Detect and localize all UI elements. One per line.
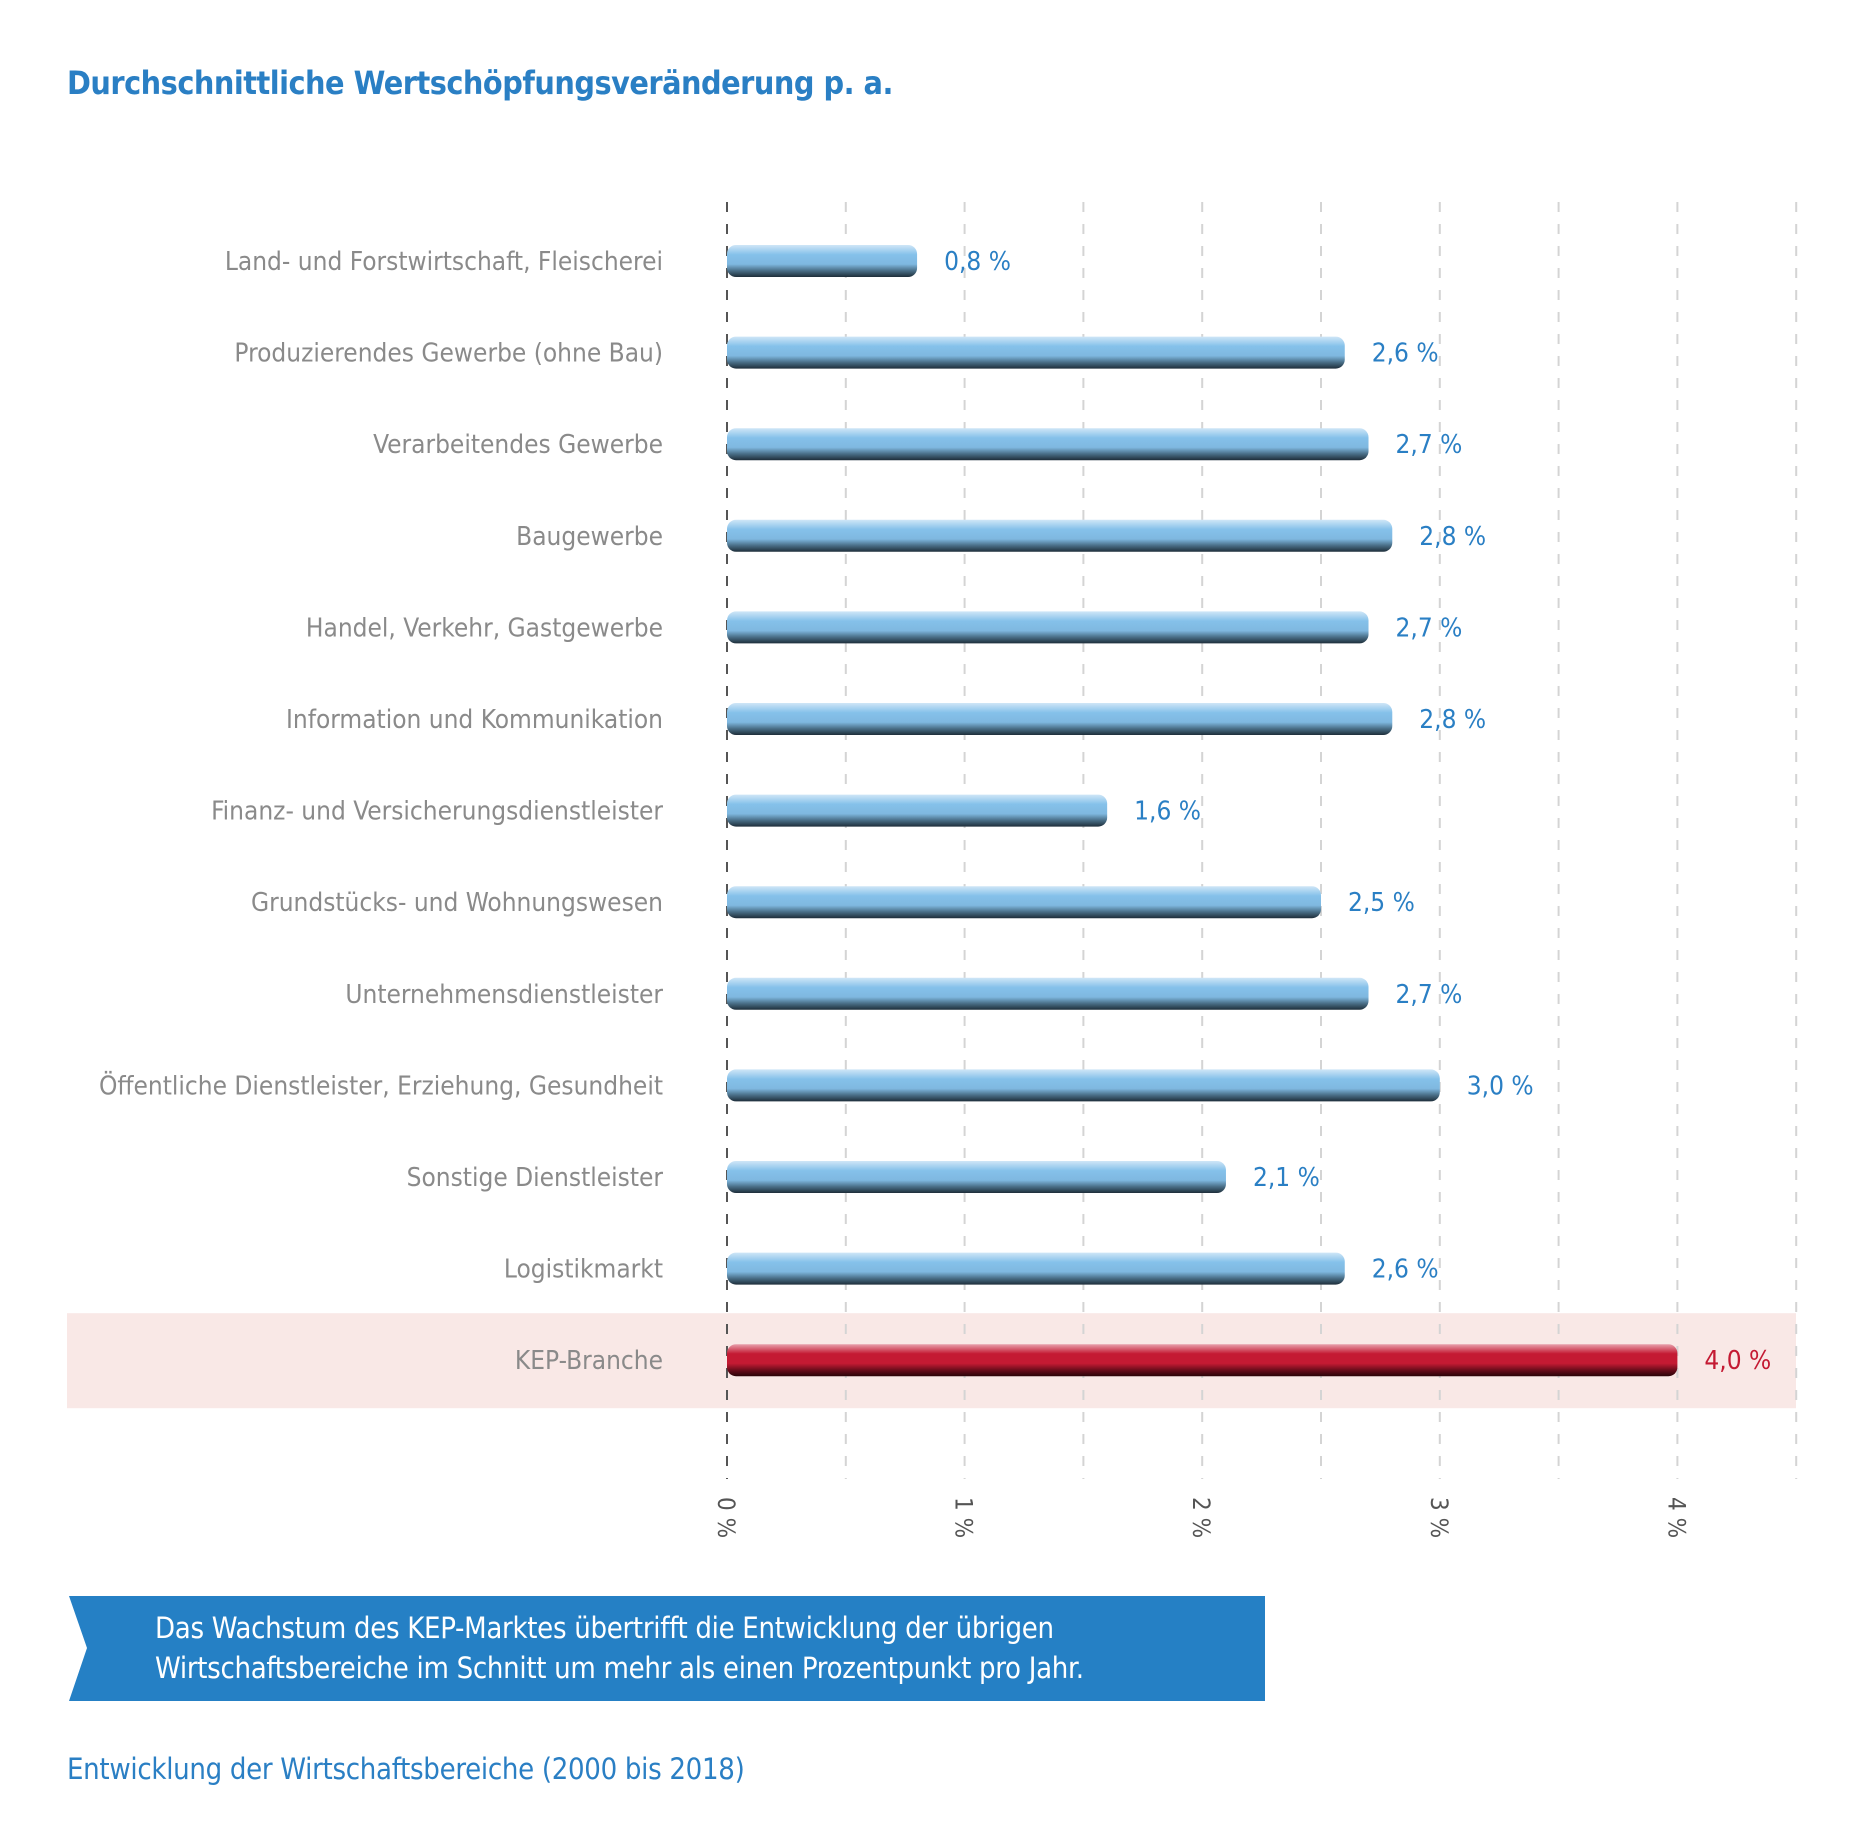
data-label: 2,7 % bbox=[1396, 613, 1463, 643]
data-label: 2,1 % bbox=[1253, 1163, 1320, 1193]
category-label: Handel, Verkehr, Gastgewerbe bbox=[306, 613, 663, 643]
category-label: Unternehmensdienstleister bbox=[345, 980, 663, 1010]
bar bbox=[727, 977, 1369, 1010]
category-label: Sonstige Dienstleister bbox=[407, 1163, 664, 1193]
bar bbox=[727, 519, 1393, 552]
x-tick-label: 1 % bbox=[950, 1497, 978, 1538]
data-label: 2,8 % bbox=[1419, 522, 1486, 552]
bar bbox=[727, 336, 1345, 369]
bar bbox=[727, 611, 1369, 644]
data-label: 2,7 % bbox=[1396, 430, 1463, 460]
category-label: Logistikmarkt bbox=[504, 1255, 663, 1285]
data-label: 2,5 % bbox=[1348, 888, 1415, 918]
banner-line-1: Das Wachstum des KEP-Marktes übertrifft … bbox=[155, 1611, 1054, 1645]
category-label: Land- und Forstwirtschaft, Fleischerei bbox=[225, 247, 663, 277]
bar bbox=[727, 245, 918, 277]
bar bbox=[727, 1252, 1345, 1285]
bar bbox=[727, 428, 1369, 461]
category-label: Information und Kommunikation bbox=[286, 705, 663, 735]
x-tick-label: 3 % bbox=[1425, 1497, 1453, 1538]
banner-text: Das Wachstum des KEP-Marktes übertrifft … bbox=[155, 1608, 1084, 1688]
category-label: Baugewerbe bbox=[516, 522, 663, 552]
data-label: 2,7 % bbox=[1396, 980, 1463, 1010]
chart-caption: Entwicklung der Wirtschaftsbereiche (200… bbox=[67, 1752, 745, 1786]
bar bbox=[727, 794, 1108, 827]
bar bbox=[727, 1161, 1226, 1193]
callout-banner: Das Wachstum des KEP-Marktes übertrifft … bbox=[69, 1596, 1265, 1701]
x-tick-label: 2 % bbox=[1187, 1497, 1215, 1538]
data-label: 4,0 % bbox=[1704, 1346, 1771, 1376]
bar bbox=[727, 1344, 1678, 1377]
category-label: KEP-Branche bbox=[515, 1346, 663, 1376]
data-label: 1,6 % bbox=[1134, 797, 1201, 827]
data-label: 2,6 % bbox=[1372, 339, 1439, 369]
x-tick-label: 0 % bbox=[712, 1497, 740, 1538]
category-label: Produzierendes Gewerbe (ohne Bau) bbox=[234, 339, 663, 369]
data-label: 2,6 % bbox=[1372, 1255, 1439, 1285]
bar bbox=[727, 1069, 1440, 1102]
category-label: Grundstücks- und Wohnungswesen bbox=[251, 888, 663, 918]
data-label: 3,0 % bbox=[1467, 1071, 1534, 1101]
category-label: Verarbeitendes Gewerbe bbox=[373, 430, 663, 460]
bar bbox=[727, 886, 1321, 919]
bar bbox=[727, 703, 1393, 735]
banner-line-2: Wirtschaftsbereiche im Schnitt um mehr a… bbox=[155, 1651, 1084, 1685]
data-label: 0,8 % bbox=[944, 247, 1011, 277]
banner-shape bbox=[69, 1596, 1265, 1701]
x-tick-label: 4 % bbox=[1662, 1497, 1690, 1538]
bar-chart: 0 % 1 % 2 % 3 % 4 % Land- und Forstwirtschaft… bbox=[67, 202, 1798, 1538]
category-label: Finanz- und Versicherungsdienstleister bbox=[211, 797, 663, 827]
data-label: 2,8 % bbox=[1419, 705, 1486, 735]
chart-title: Durchschnittliche Wertschöpfungsveränder… bbox=[67, 64, 893, 102]
category-label: Öffentliche Dienstleister, Erziehung, Ge… bbox=[99, 1069, 663, 1101]
